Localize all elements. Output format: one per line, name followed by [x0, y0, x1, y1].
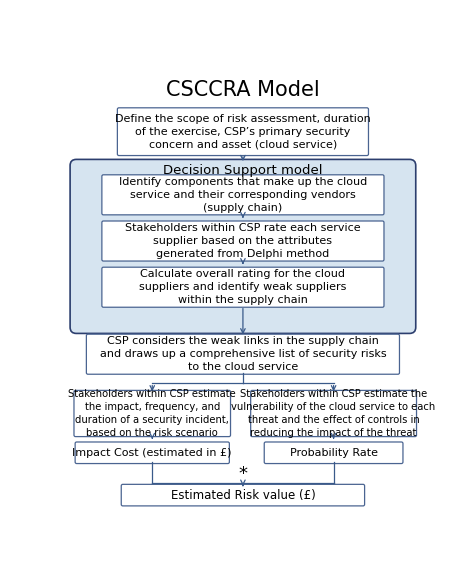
FancyBboxPatch shape	[54, 65, 432, 525]
FancyBboxPatch shape	[102, 221, 384, 261]
Text: Stakeholders within CSP rate each service
supplier based on the attributes
gener: Stakeholders within CSP rate each servic…	[125, 223, 361, 259]
Text: Decision Support model: Decision Support model	[163, 165, 323, 178]
FancyBboxPatch shape	[251, 390, 417, 437]
Text: CSCCRA Model: CSCCRA Model	[166, 80, 320, 100]
Text: Identify components that make up the cloud
service and their corresponding vendo: Identify components that make up the clo…	[119, 177, 367, 213]
Text: Calculate overall rating for the cloud
suppliers and identify weak suppliers
wit: Calculate overall rating for the cloud s…	[139, 269, 346, 305]
Text: Estimated Risk value (£): Estimated Risk value (£)	[171, 489, 315, 502]
Text: Stakeholders within CSP estimate
the impact, frequency, and
duration of a securi: Stakeholders within CSP estimate the imp…	[68, 390, 236, 437]
Text: *: *	[238, 464, 247, 482]
FancyBboxPatch shape	[118, 108, 368, 155]
Text: Probability Rate: Probability Rate	[290, 448, 378, 458]
FancyBboxPatch shape	[264, 442, 403, 464]
FancyBboxPatch shape	[75, 442, 229, 464]
Text: Stakeholders within CSP estimate the
vulnerability of the cloud service to each
: Stakeholders within CSP estimate the vul…	[231, 390, 436, 437]
FancyBboxPatch shape	[74, 390, 230, 437]
FancyBboxPatch shape	[102, 267, 384, 307]
FancyBboxPatch shape	[70, 159, 416, 333]
FancyBboxPatch shape	[86, 334, 400, 374]
FancyBboxPatch shape	[102, 175, 384, 215]
Text: Impact Cost (estimated in £): Impact Cost (estimated in £)	[73, 448, 232, 458]
Text: CSP considers the weak links in the supply chain
and draws up a comprehensive li: CSP considers the weak links in the supp…	[100, 336, 386, 372]
FancyBboxPatch shape	[121, 484, 365, 506]
Text: Define the scope of risk assessment, duration
of the exercise, CSP’s primary sec: Define the scope of risk assessment, dur…	[115, 114, 371, 150]
